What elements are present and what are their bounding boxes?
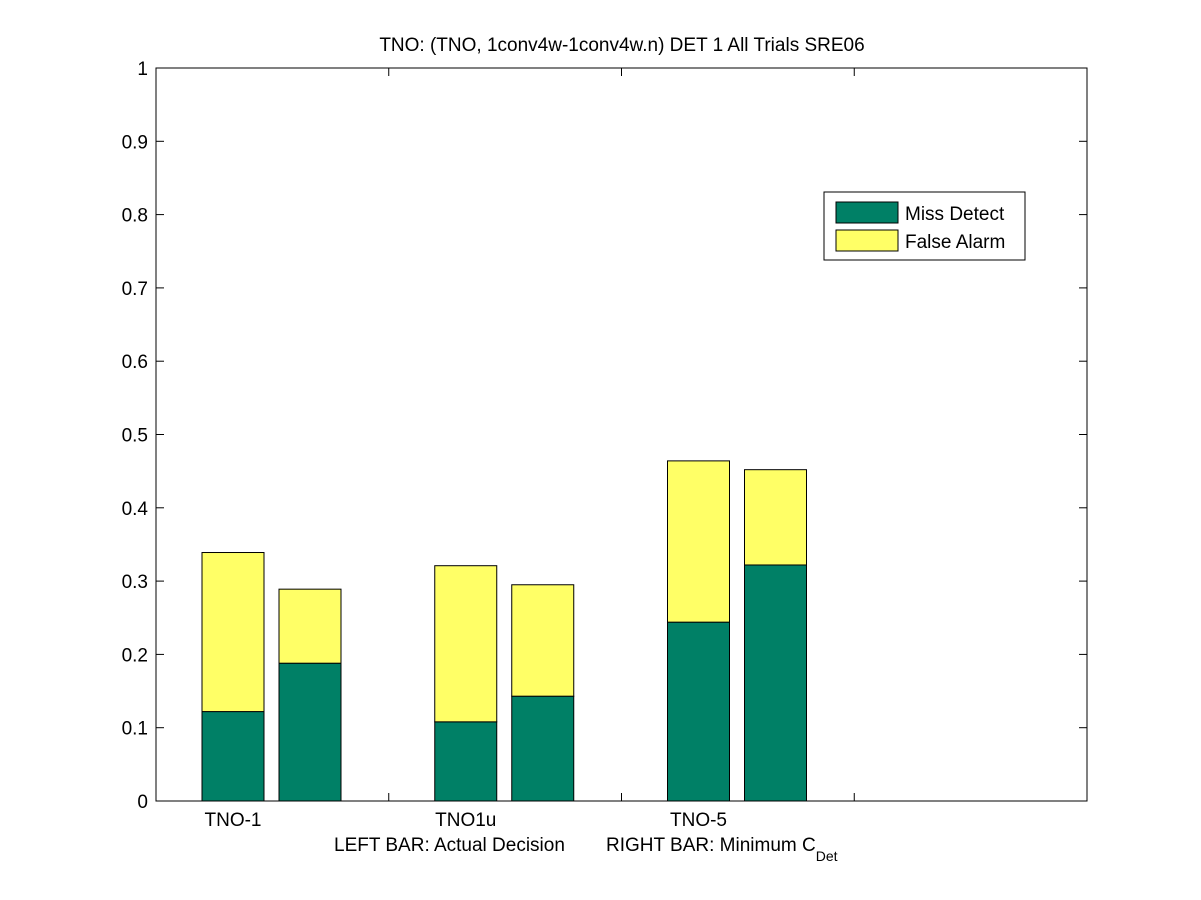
- legend-swatch: [835, 201, 899, 224]
- y-tick-label: 0.4: [122, 499, 149, 520]
- bar-false-alarm-tno-5-minimum: [744, 469, 807, 566]
- y-tick-label: 1: [137, 59, 148, 80]
- x-tick-label: TNO-5: [670, 810, 727, 831]
- bar-false-alarm-tno-1-minimum: [278, 588, 342, 664]
- bar-false-alarm-tno-1-actual: [201, 552, 265, 713]
- chart-title: TNO: (TNO, 1conv4w-1conv4w.n) DET 1 All …: [379, 35, 864, 56]
- x-axis-label-right: RIGHT BAR: Minimum CDet: [606, 835, 838, 864]
- y-tick-label: 0.8: [122, 206, 148, 227]
- x-axis-label-left: LEFT BAR: Actual Decision: [334, 835, 565, 856]
- plot-area: 0 0.1 0.2 0.3 0.4 0.5 0.6 0.7 0.8 0.9 1 TNO-1 TNO1u T…: [122, 59, 1088, 831]
- bar-false-alarm-tno1u-actual: [434, 565, 498, 723]
- x-tick-label: TNO1u: [435, 810, 496, 831]
- y-tick-label: 0.5: [122, 426, 148, 447]
- legend: Miss Detect False Alarm: [823, 191, 1026, 261]
- y-tick-label: 0.9: [122, 132, 148, 153]
- bar-false-alarm-tno-5-actual: [667, 460, 730, 623]
- bar-false-alarm-tno1u-minimum: [511, 584, 575, 697]
- y-tick-label: 0.1: [122, 719, 148, 740]
- bar-miss-detect-tno-1-actual: [201, 711, 265, 802]
- y-tick-label: 0.6: [122, 352, 148, 373]
- bar-miss-detect-tno1u-minimum: [511, 695, 575, 802]
- x-tick-label: TNO-1: [205, 810, 262, 831]
- bar-miss-detect-tno-1-minimum: [278, 662, 342, 802]
- bar-miss-detect-tno-5-minimum: [744, 564, 807, 802]
- bar-miss-detect-tno1u-actual: [434, 721, 498, 802]
- x-axis-label-right-text: RIGHT BAR: Minimum C: [606, 835, 816, 856]
- y-tick-label: 0.7: [122, 279, 148, 300]
- legend-label: Miss Detect: [905, 204, 1005, 225]
- legend-label: False Alarm: [905, 232, 1005, 253]
- x-axis-label-subscript: Det: [816, 848, 838, 864]
- y-tick-label: 0.3: [122, 572, 148, 593]
- bar-miss-detect-tno-5-actual: [667, 621, 730, 802]
- y-tick-label: 0: [137, 792, 148, 813]
- y-tick-label: 0.2: [122, 645, 148, 666]
- legend-swatch: [835, 229, 899, 252]
